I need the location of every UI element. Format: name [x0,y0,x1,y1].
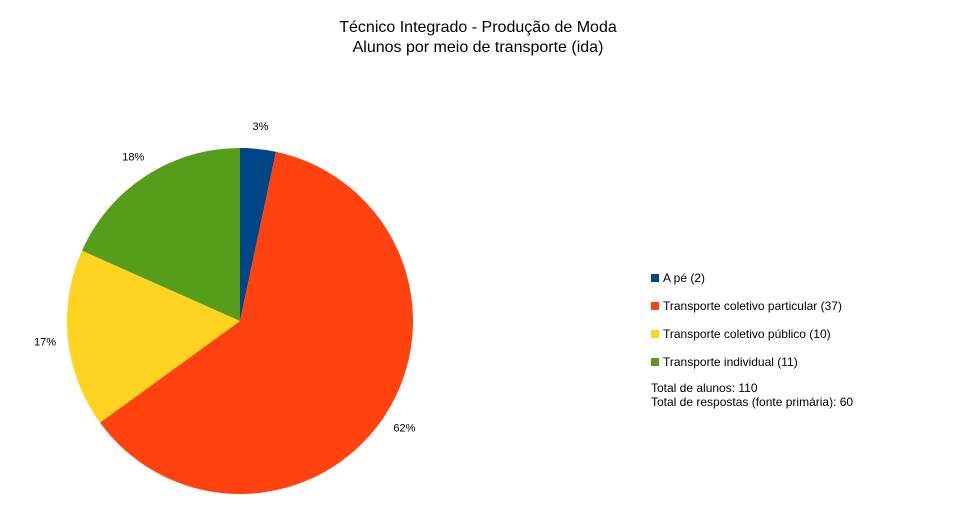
slice-individual [81,148,240,321]
legend-item-a-pe: A pé (2) [651,264,842,292]
chart-subtitle: Alunos por meio de transporte (ida) [352,39,604,56]
legend-swatch [651,330,659,338]
slice-percent-label: 18% [122,152,144,164]
legend-label: Transporte coletivo público (10) [663,327,831,341]
slice-percent-label: 62% [393,423,415,435]
legend-swatch [651,274,659,282]
legend-swatch [651,302,659,310]
slice-coletivo-publico [66,250,240,423]
legend-swatch [651,358,659,366]
total-alunos-note: Total de alunos: 110 [651,381,758,395]
slice-coletivo-particular [100,151,413,495]
legend-label: Transporte individual (11) [663,355,798,369]
legend-item-coletivo-publico: Transporte coletivo público (10) [651,320,842,348]
chart-title-block: Técnico Integrado - Produção de Moda Alu… [0,18,956,58]
slice-percent-label: 17% [34,336,56,348]
chart-legend: A pé (2) Transporte coletivo particular … [651,264,842,376]
slice-a-pe [240,148,276,321]
chart-title: Técnico Integrado - Produção de Moda [339,19,617,36]
chart-notes: Total de alunos: 110 Total de respostas … [651,381,853,409]
legend-label: Transporte coletivo particular (37) [663,299,842,313]
legend-item-individual: Transporte individual (11) [651,348,842,376]
slice-percent-label: 3% [253,121,269,133]
total-respostas-note: Total de respostas (fonte primária): 60 [651,395,854,409]
legend-label: A pé (2) [663,271,706,285]
legend-item-coletivo-particular: Transporte coletivo particular (37) [651,292,842,320]
